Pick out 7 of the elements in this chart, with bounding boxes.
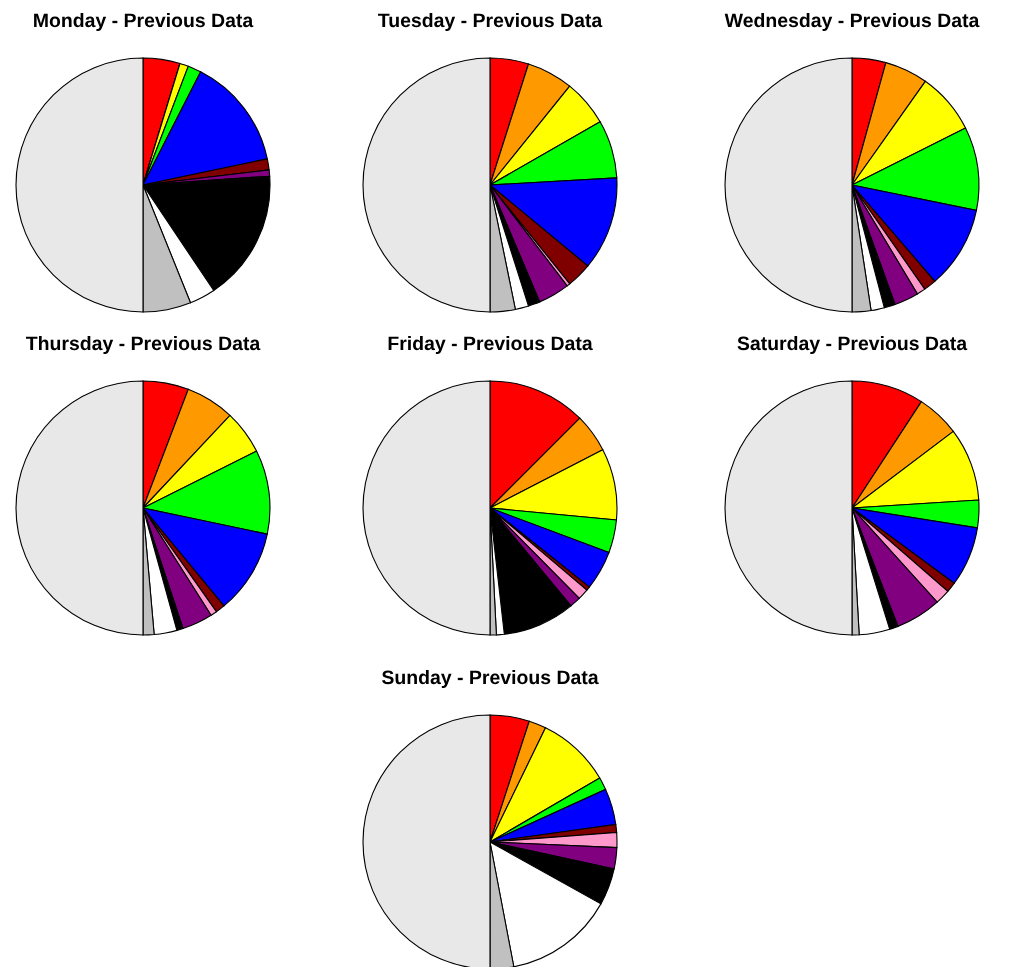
chart-title: Friday - Previous Data [388,335,593,355]
chart-title: Saturday - Previous Data [737,335,968,355]
chart-title: Monday - Previous Data [34,12,254,32]
chart-title: Tuesday - Previous Data [378,12,603,32]
chart-title: Wednesday - Previous Data [724,12,980,32]
chart-title: Sunday - Previous Data [381,669,599,689]
chart-title: Thursday - Previous Data [25,335,261,355]
